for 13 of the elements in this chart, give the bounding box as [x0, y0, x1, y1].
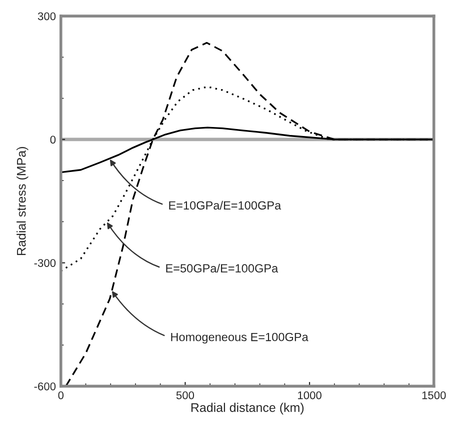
x-axis-title: Radial distance (km) — [191, 402, 304, 414]
x-tick-label: 500 — [176, 391, 194, 400]
x-tick-label: 1000 — [298, 391, 322, 400]
annotation: E=50GPa/E=100GPa — [166, 264, 278, 272]
y-tick-label: -300 — [34, 259, 56, 267]
annotation: E=10GPa/E=100GPa — [169, 200, 282, 210]
x-tick-label: 0 — [58, 391, 64, 400]
y-tick-label: 0 — [50, 136, 56, 144]
y-tick-label: -600 — [34, 382, 56, 390]
x-tick-label: 1500 — [422, 391, 446, 400]
y-axis-title: Radial stress (MPa) — [16, 147, 28, 255]
y-tick-label: 300 — [38, 12, 56, 20]
annotation: Homogeneous E=100GPa — [171, 332, 308, 344]
